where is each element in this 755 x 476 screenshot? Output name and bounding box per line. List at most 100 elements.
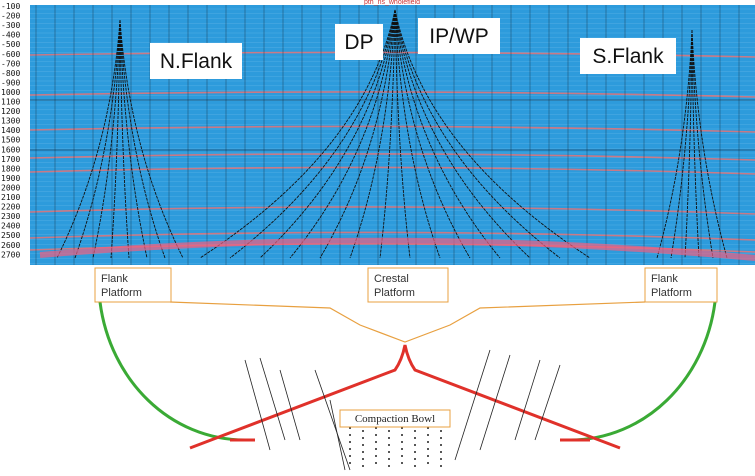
horizon <box>29 166 755 175</box>
bowl-point <box>362 465 364 467</box>
depth-label: 1900 <box>1 174 20 183</box>
fault-trace <box>691 29 714 259</box>
bowl-point <box>362 430 364 432</box>
section-title: pth_ns_wholefield <box>364 0 420 6</box>
depth-label: 2300 <box>1 212 20 221</box>
bowl-point <box>401 455 403 457</box>
fault-trace <box>394 9 501 259</box>
base-horizon <box>39 237 755 261</box>
depth-label: -100 <box>1 2 20 11</box>
fault-trace <box>92 19 121 259</box>
label-box <box>335 24 383 60</box>
platform-label: Platform <box>651 287 692 299</box>
bowl-point <box>375 455 377 457</box>
depth-label: -200 <box>1 12 20 21</box>
bowl-point <box>388 458 390 460</box>
platform-lines <box>98 301 717 450</box>
bowl-point <box>427 455 429 457</box>
bowl-point <box>414 444 416 446</box>
bowl-point <box>401 462 403 464</box>
depth-label: 1800 <box>1 164 20 173</box>
bowl-point <box>388 437 390 439</box>
fault-trace <box>56 19 121 259</box>
fault-trace <box>199 9 396 259</box>
bowl-point <box>349 434 351 436</box>
platform-label: Platform <box>374 287 415 299</box>
flank-curve <box>98 301 246 442</box>
depth-axis: -100-200-300-400-500-600-700-800-9001000… <box>1 2 20 259</box>
fault-trace <box>394 9 531 259</box>
platform-label: Platform <box>101 287 142 299</box>
depth-label: 1500 <box>1 136 20 145</box>
depth-label: 2100 <box>1 193 20 202</box>
faults <box>244 349 561 471</box>
bowl-point <box>427 441 429 443</box>
bowl-point <box>349 441 351 443</box>
bowl-point <box>388 451 390 453</box>
fault-trace <box>229 9 396 259</box>
fault-trace <box>670 29 693 259</box>
horizon <box>29 231 755 241</box>
bowl-point <box>440 430 442 432</box>
bowl-point <box>388 465 390 467</box>
bowl-point <box>388 430 390 432</box>
section-label: DP <box>344 31 373 54</box>
fault-trace <box>119 19 148 259</box>
fault-trace <box>319 9 396 259</box>
depth-label: -600 <box>1 50 20 59</box>
fault-trace <box>349 9 396 259</box>
platform-label: Flank <box>101 273 128 285</box>
fault-trace <box>119 19 130 259</box>
bowl-point <box>375 462 377 464</box>
bowl-point <box>349 448 351 450</box>
bowl-point <box>440 458 442 460</box>
fault-trace <box>394 9 471 259</box>
section-label: IP/WP <box>429 25 489 48</box>
platform-box <box>644 267 718 303</box>
fault-trace <box>259 9 396 259</box>
horizon <box>29 206 755 215</box>
bowl-point <box>414 437 416 439</box>
horizon <box>29 125 755 133</box>
depth-label: 1200 <box>1 107 20 116</box>
fault-trace <box>394 9 441 259</box>
label-box <box>418 18 500 54</box>
bowl-point <box>401 434 403 436</box>
bowl-label: Compaction Bowl <box>355 413 435 425</box>
bowl-point <box>362 437 364 439</box>
bowl-point <box>375 441 377 443</box>
depth-label: 1400 <box>1 126 20 135</box>
bowl-point <box>414 465 416 467</box>
fault-trace <box>74 19 121 259</box>
bowl-point <box>440 465 442 467</box>
bowl-point <box>427 434 429 436</box>
bowl-point <box>375 448 377 450</box>
platform-label: Flank <box>651 273 678 285</box>
depth-label: 2000 <box>1 183 20 192</box>
depth-label: 2600 <box>1 241 20 250</box>
horizon <box>29 153 755 161</box>
bowl-point <box>362 444 364 446</box>
bowl-point <box>401 441 403 443</box>
bowl-point <box>362 458 364 460</box>
bowl-point <box>362 451 364 453</box>
fault-trace <box>684 29 693 259</box>
fault-trace <box>394 9 591 259</box>
depth-label: 2500 <box>1 231 20 240</box>
platform-line <box>169 301 646 343</box>
fault-trace <box>110 19 121 259</box>
label-box <box>580 38 676 74</box>
fault-trace <box>394 9 411 259</box>
platform-box <box>367 267 449 303</box>
bowl-box <box>339 409 451 428</box>
fault-trace <box>691 29 700 259</box>
fault-trace <box>394 9 561 259</box>
fault-trace <box>119 19 166 259</box>
bowl-point <box>349 462 351 464</box>
fault-trace <box>656 29 693 259</box>
bowl-point <box>414 451 416 453</box>
depth-label: 1700 <box>1 155 20 164</box>
bowl-point <box>427 462 429 464</box>
depth-label: 1300 <box>1 117 20 126</box>
depth-label: 2400 <box>1 222 20 231</box>
